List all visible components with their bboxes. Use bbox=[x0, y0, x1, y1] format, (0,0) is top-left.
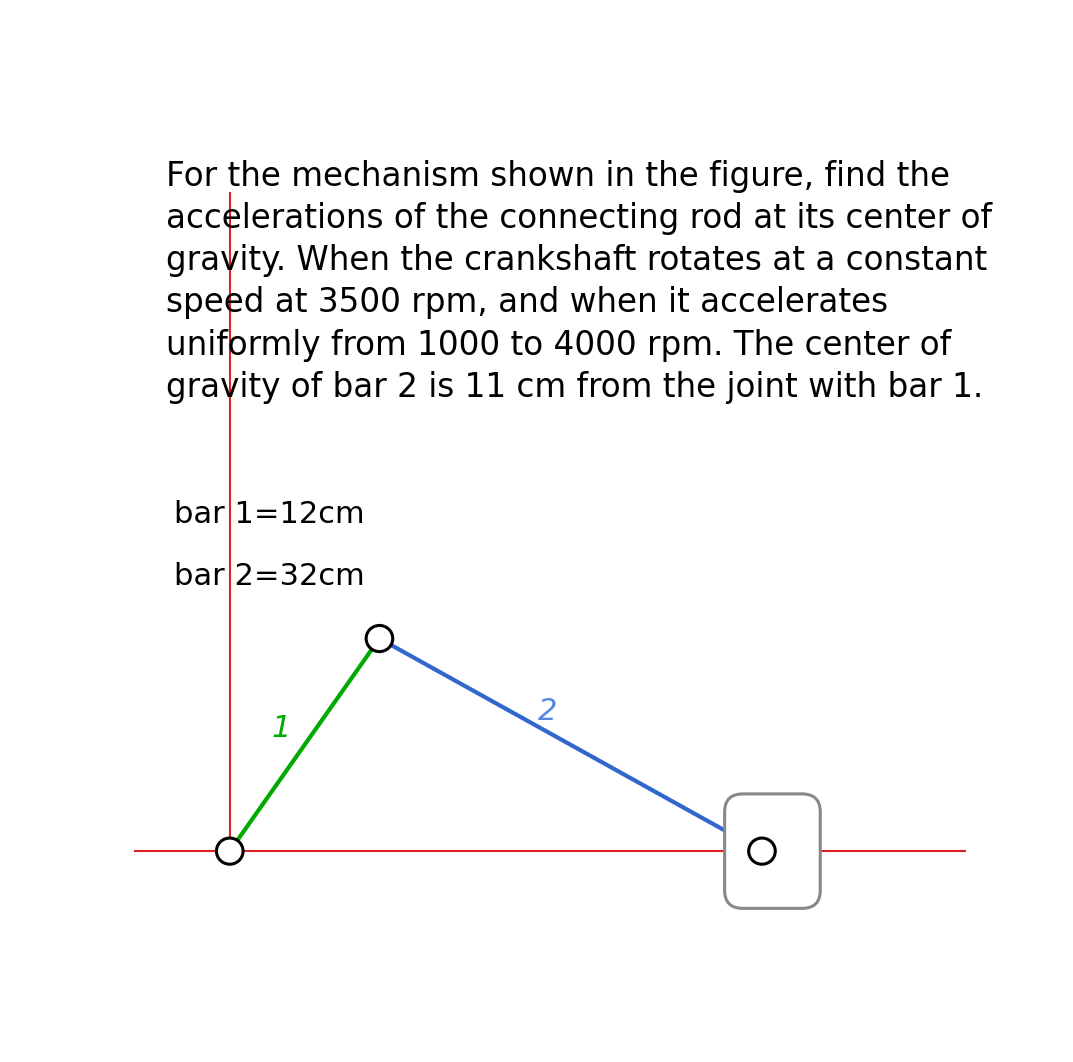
FancyBboxPatch shape bbox=[724, 794, 820, 908]
Circle shape bbox=[749, 838, 776, 864]
Text: 2: 2 bbox=[538, 698, 557, 726]
Circle shape bbox=[217, 838, 244, 864]
Text: bar 1=12cm: bar 1=12cm bbox=[174, 499, 365, 529]
Text: bar 2=32cm: bar 2=32cm bbox=[174, 563, 365, 592]
Text: For the mechanism shown in the figure, find the
accelerations of the connecting : For the mechanism shown in the figure, f… bbox=[165, 160, 991, 404]
Circle shape bbox=[366, 626, 393, 652]
Text: 1: 1 bbox=[271, 714, 291, 742]
